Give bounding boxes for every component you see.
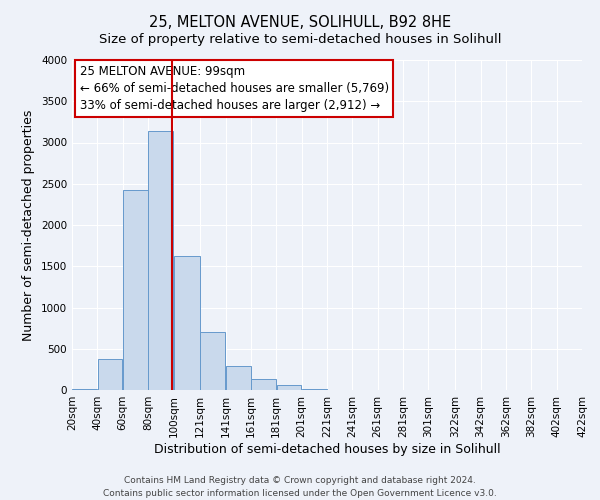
Bar: [148, 131, 173, 390]
Bar: [251, 380, 276, 390]
Bar: [200, 332, 225, 390]
Bar: [123, 190, 148, 390]
Bar: [73, 389, 97, 390]
Text: Size of property relative to semi-detached houses in Solihull: Size of property relative to semi-detach…: [99, 32, 501, 46]
Text: 25 MELTON AVENUE: 99sqm
← 66% of semi-detached houses are smaller (5,769)
33% of: 25 MELTON AVENUE: 99sqm ← 66% of semi-de…: [80, 65, 389, 112]
Bar: [98, 359, 122, 390]
Text: 25, MELTON AVENUE, SOLIHULL, B92 8HE: 25, MELTON AVENUE, SOLIHULL, B92 8HE: [149, 15, 451, 30]
Bar: [174, 256, 200, 390]
Bar: [302, 389, 326, 390]
Bar: [226, 366, 251, 390]
Y-axis label: Number of semi-detached properties: Number of semi-detached properties: [22, 110, 35, 340]
Bar: [277, 386, 301, 390]
X-axis label: Distribution of semi-detached houses by size in Solihull: Distribution of semi-detached houses by …: [154, 442, 500, 456]
Text: Contains HM Land Registry data © Crown copyright and database right 2024.
Contai: Contains HM Land Registry data © Crown c…: [103, 476, 497, 498]
